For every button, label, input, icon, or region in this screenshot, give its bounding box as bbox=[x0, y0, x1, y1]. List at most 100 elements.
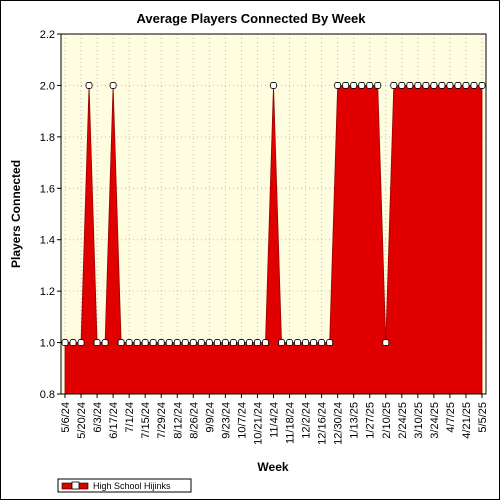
data-point bbox=[165, 339, 173, 346]
data-point bbox=[302, 339, 309, 346]
data-point bbox=[181, 339, 189, 346]
data-point bbox=[366, 82, 374, 89]
x-tick-label: 4/7/25 bbox=[445, 402, 457, 433]
data-point bbox=[446, 82, 454, 89]
y-tick-label: 1.2 bbox=[40, 286, 55, 298]
y-tick-label: 1.6 bbox=[40, 183, 55, 195]
data-point bbox=[157, 339, 165, 346]
data-point bbox=[382, 339, 390, 346]
x-tick-label: 10/7/24 bbox=[236, 402, 248, 439]
y-axis-ticks: 0.8 1.0 1.2 1.4 1.6 1.8 2.0 2.2 bbox=[40, 29, 61, 401]
chart-title: Average Players Connected By Week bbox=[136, 11, 366, 26]
data-point bbox=[173, 339, 181, 346]
legend-marker bbox=[71, 481, 80, 490]
data-point bbox=[197, 339, 205, 346]
x-tick-label: 3/24/25 bbox=[429, 402, 441, 439]
x-tick-label: 8/12/24 bbox=[172, 402, 184, 439]
x-axis-ticks: 5/6/24 5/20/24 6/3/24 6/17/24 7/1/24 7/15/24 7… bbox=[60, 394, 489, 445]
data-point bbox=[69, 339, 77, 346]
x-tick-label: 2/24/25 bbox=[397, 402, 409, 439]
data-point bbox=[133, 339, 141, 346]
x-tick-label: 7/15/24 bbox=[140, 402, 152, 439]
x-tick-label: 12/2/24 bbox=[301, 402, 313, 439]
data-point bbox=[350, 82, 358, 89]
y-tick-label: 2.0 bbox=[40, 80, 55, 92]
data-point bbox=[310, 339, 317, 346]
x-tick-label: 1/13/25 bbox=[349, 402, 361, 439]
data-point bbox=[117, 339, 125, 346]
series-markers bbox=[61, 82, 486, 346]
x-tick-label: 8/26/24 bbox=[188, 402, 200, 439]
x-tick-label: 5/20/24 bbox=[76, 402, 88, 439]
data-point bbox=[238, 339, 245, 346]
x-tick-label: 3/10/25 bbox=[413, 402, 425, 439]
data-point bbox=[125, 339, 133, 346]
data-point bbox=[294, 339, 301, 346]
x-tick-label: 11/4/24 bbox=[269, 402, 281, 438]
data-point bbox=[278, 339, 285, 346]
y-axis-label: Players Connected bbox=[9, 160, 23, 268]
x-tick-label: 9/23/24 bbox=[220, 402, 232, 439]
data-point bbox=[438, 82, 446, 89]
data-point bbox=[390, 82, 398, 89]
y-tick-label: 0.8 bbox=[40, 389, 55, 401]
x-tick-label: 12/30/24 bbox=[333, 402, 345, 445]
x-tick-label: 5/5/25 bbox=[477, 402, 489, 433]
data-point bbox=[286, 339, 293, 346]
legend: High School Hijinks bbox=[57, 478, 192, 493]
x-tick-label: 6/3/24 bbox=[92, 402, 104, 433]
legend-box bbox=[57, 478, 192, 493]
data-point bbox=[189, 339, 197, 346]
data-point bbox=[61, 339, 69, 346]
x-tick-label: 7/1/24 bbox=[124, 402, 136, 433]
x-tick-label: 2/10/25 bbox=[381, 402, 393, 439]
x-tick-label: 7/29/24 bbox=[156, 402, 168, 439]
x-tick-label: 4/21/25 bbox=[461, 402, 473, 439]
data-point bbox=[342, 82, 350, 89]
y-tick-label: 2.2 bbox=[40, 29, 55, 41]
data-point bbox=[334, 82, 342, 89]
data-point bbox=[414, 82, 422, 89]
data-point bbox=[462, 82, 470, 89]
data-point bbox=[374, 82, 382, 89]
x-tick-label: 12/16/24 bbox=[317, 402, 329, 445]
x-tick-label: 11/18/24 bbox=[285, 402, 297, 444]
data-point bbox=[398, 82, 406, 89]
x-tick-label: 5/6/24 bbox=[60, 402, 72, 433]
y-tick-label: 1.0 bbox=[40, 338, 55, 350]
data-point bbox=[101, 339, 109, 346]
y-tick-label: 1.8 bbox=[40, 132, 55, 144]
data-point bbox=[270, 82, 277, 89]
data-point bbox=[358, 82, 366, 89]
data-point bbox=[149, 339, 157, 346]
data-point bbox=[430, 82, 438, 89]
x-tick-label: 1/27/25 bbox=[365, 402, 377, 439]
data-point bbox=[109, 82, 117, 89]
data-point bbox=[254, 339, 261, 346]
x-tick-label: 9/9/24 bbox=[204, 402, 216, 433]
data-point bbox=[213, 339, 221, 346]
data-point bbox=[77, 339, 85, 346]
data-point bbox=[318, 339, 326, 346]
data-point bbox=[246, 339, 253, 346]
data-point bbox=[262, 339, 269, 346]
x-axis-label: Week bbox=[257, 460, 288, 474]
data-point bbox=[141, 339, 149, 346]
data-point bbox=[422, 82, 430, 89]
data-point bbox=[454, 82, 462, 89]
data-point bbox=[221, 339, 229, 346]
x-tick-label: 6/17/24 bbox=[108, 402, 120, 439]
x-tick-label: 10/21/24 bbox=[252, 402, 264, 445]
legend-item-high-school-hijinks: High School Hijinks bbox=[93, 481, 171, 491]
data-point bbox=[406, 82, 414, 89]
data-point bbox=[230, 339, 237, 346]
data-point bbox=[85, 82, 93, 89]
y-tick-label: 1.4 bbox=[40, 235, 55, 247]
data-point bbox=[470, 82, 478, 89]
data-point bbox=[326, 339, 334, 346]
data-point bbox=[478, 82, 486, 89]
data-point bbox=[93, 339, 101, 346]
data-point bbox=[205, 339, 213, 346]
